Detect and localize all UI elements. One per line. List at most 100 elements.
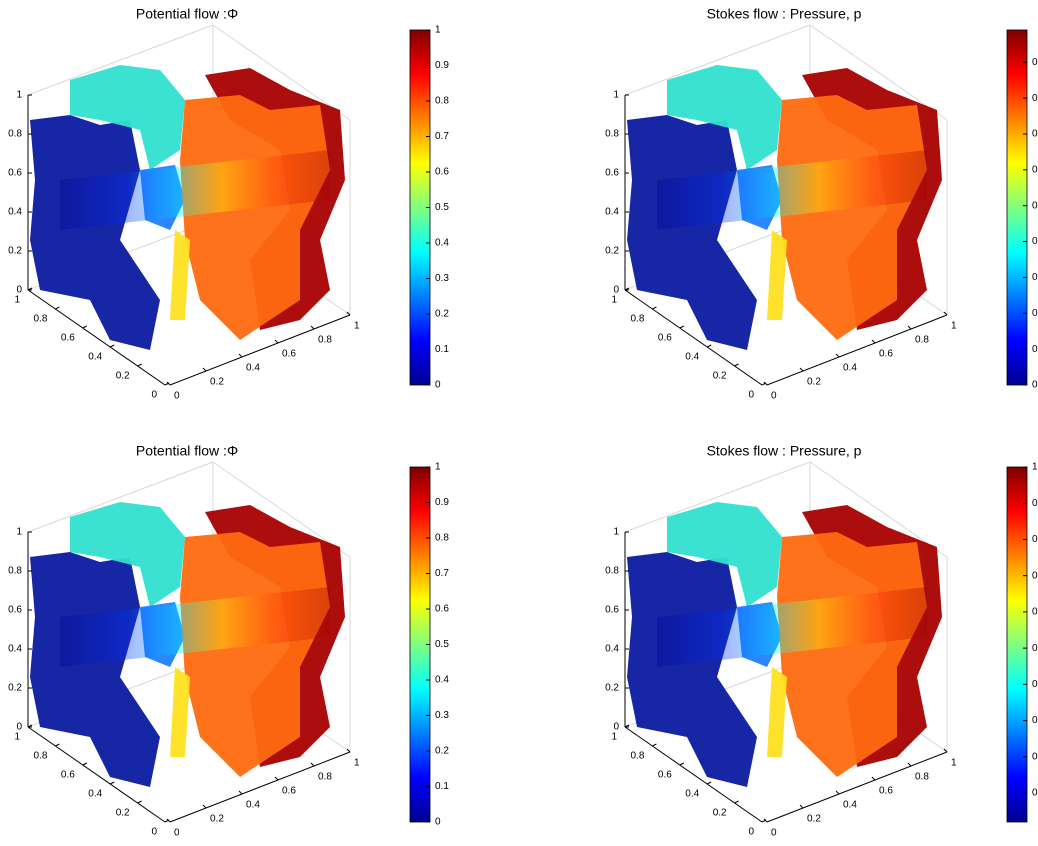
box-edge (212, 461, 351, 558)
colorbar-tick-label: 0 (1032, 380, 1038, 391)
x-tick-label: 0.4 (246, 800, 260, 811)
colorbar-tick-label: 0.3 (1032, 715, 1038, 726)
x-tick-label: 1 (951, 758, 957, 769)
x-tick-label: 0.6 (282, 349, 296, 360)
colorbar-tick-label: 0.5 (1032, 643, 1038, 654)
y-tick (706, 781, 712, 785)
colorbar-tick-label: 0.2 (1032, 751, 1038, 762)
colorbar-tick-label: 0.2 (1032, 308, 1038, 319)
colorbar-tick-label: 0.8 (435, 533, 449, 544)
colorbar-tick-label: 0.5 (435, 639, 449, 650)
colorbar-tick-label: 0.7 (435, 131, 449, 142)
y-axis (624, 726, 763, 823)
y-tick (82, 762, 88, 766)
y-tick-label: 1 (14, 295, 20, 306)
isosurface (30, 115, 160, 350)
box-edge (624, 461, 811, 533)
z-tick-label: 0.6 (605, 168, 619, 179)
colorbar-tick-label: 0.8 (1032, 534, 1038, 545)
colorbar-tick-label: 0.7 (435, 568, 449, 579)
z-tick-label: 0.4 (605, 207, 619, 218)
x-tick-label: 0.6 (879, 349, 893, 360)
z-tick-label: 0.6 (605, 605, 619, 616)
box-edge (809, 24, 948, 121)
y-tick (27, 287, 33, 291)
x-tick (943, 311, 948, 316)
x-tick-label: 0 (174, 828, 180, 839)
x-tick-label: 0.6 (282, 786, 296, 797)
colorbar-tick-label: 0.6 (1032, 164, 1038, 175)
y-tick (137, 363, 142, 367)
y-tick-label: 0.4 (88, 789, 102, 800)
colorbar-tick-label: 0 (435, 817, 441, 828)
x-tick-label: 0.8 (915, 772, 929, 783)
box-edge (212, 24, 351, 121)
y-tick-label: 0.8 (630, 314, 644, 325)
x-tick-label: 0.4 (843, 800, 857, 811)
y-tick-label: 0.2 (713, 371, 727, 382)
y-tick-label: 0.8 (33, 314, 47, 325)
colorbar-tick-label: 0.3 (1032, 272, 1038, 283)
y-tick (82, 325, 88, 329)
chart-title: Stokes flow : Pressure, p (707, 6, 862, 22)
colorbar-tick-label: 0.4 (435, 238, 449, 249)
colorbar-tick-label: 0.8 (1032, 93, 1038, 104)
y-tick (652, 743, 657, 747)
y-tick (55, 743, 60, 747)
x-tick (799, 367, 804, 372)
x-tick (310, 325, 315, 330)
colorbar-tick-label: 0.1 (435, 344, 449, 355)
y-tick-label: 0.4 (685, 352, 699, 363)
x-tick-label: 0.2 (210, 814, 224, 825)
y-tick (706, 344, 712, 348)
z-tick-label: 0 (613, 722, 619, 733)
x-tick-label: 0.2 (807, 377, 821, 388)
box-edge (27, 24, 214, 96)
y-tick-label: 0.6 (658, 770, 672, 781)
x-tick-label: 1 (354, 758, 360, 769)
x-tick-label: 0.2 (807, 814, 821, 825)
x-axis (766, 751, 948, 823)
y-axis (624, 289, 763, 386)
z-tick-label: 0.4 (8, 207, 22, 218)
isosurface (657, 150, 927, 230)
z-tick-label: 0.2 (605, 683, 619, 694)
x-tick (202, 367, 207, 372)
colorbar-tick-label: 0.9 (1032, 498, 1038, 509)
isosurface (657, 587, 927, 667)
colorbar-tick-label: 0.1 (435, 781, 449, 792)
colorbar-tick-label: 0.6 (1032, 607, 1038, 618)
colorbar-tick-label: 0.4 (1032, 236, 1038, 247)
x-tick (799, 804, 804, 809)
isosurface (70, 65, 185, 170)
colorbar-tick-label: 0.8 (435, 96, 449, 107)
x-tick (238, 790, 243, 795)
y-tick (109, 344, 115, 348)
chart-title: Stokes flow : Pressure, p (707, 443, 862, 459)
colorbar-tick-label: 0.4 (435, 675, 449, 686)
z-tick-label: 0 (16, 285, 22, 296)
z-tick-label: 0.6 (8, 605, 22, 616)
x-tick-label: 0 (771, 391, 777, 402)
y-tick (652, 306, 657, 310)
y-axis (27, 726, 166, 823)
colorbar (1006, 29, 1028, 386)
x-tick (238, 353, 243, 358)
z-tick-label: 0.8 (8, 566, 22, 577)
y-tick-label: 0.6 (61, 770, 75, 781)
x-tick-label: 1 (354, 321, 360, 332)
chart-title: Potential flow :Φ (136, 6, 238, 22)
x-tick-label: 0.8 (318, 335, 332, 346)
y-tick-label: 1 (611, 295, 617, 306)
z-tick-label: 0.2 (8, 246, 22, 257)
x-tick-label: 0.8 (915, 335, 929, 346)
colorbar-tick-label: 0.7 (1032, 570, 1038, 581)
isosurface (60, 587, 330, 667)
x-tick-label: 1 (951, 321, 957, 332)
x-tick-label: 0 (174, 391, 180, 402)
box-edge (809, 461, 948, 558)
panel: Stokes flow : Pressure, p 0 0.2 0.4 0.6 0.8 1 0… (605, 443, 1038, 839)
colorbar-tick-label: 0.4 (1032, 679, 1038, 690)
colorbar-tick-label: 0.6 (435, 604, 449, 615)
z-tick-label: 0.2 (605, 246, 619, 257)
